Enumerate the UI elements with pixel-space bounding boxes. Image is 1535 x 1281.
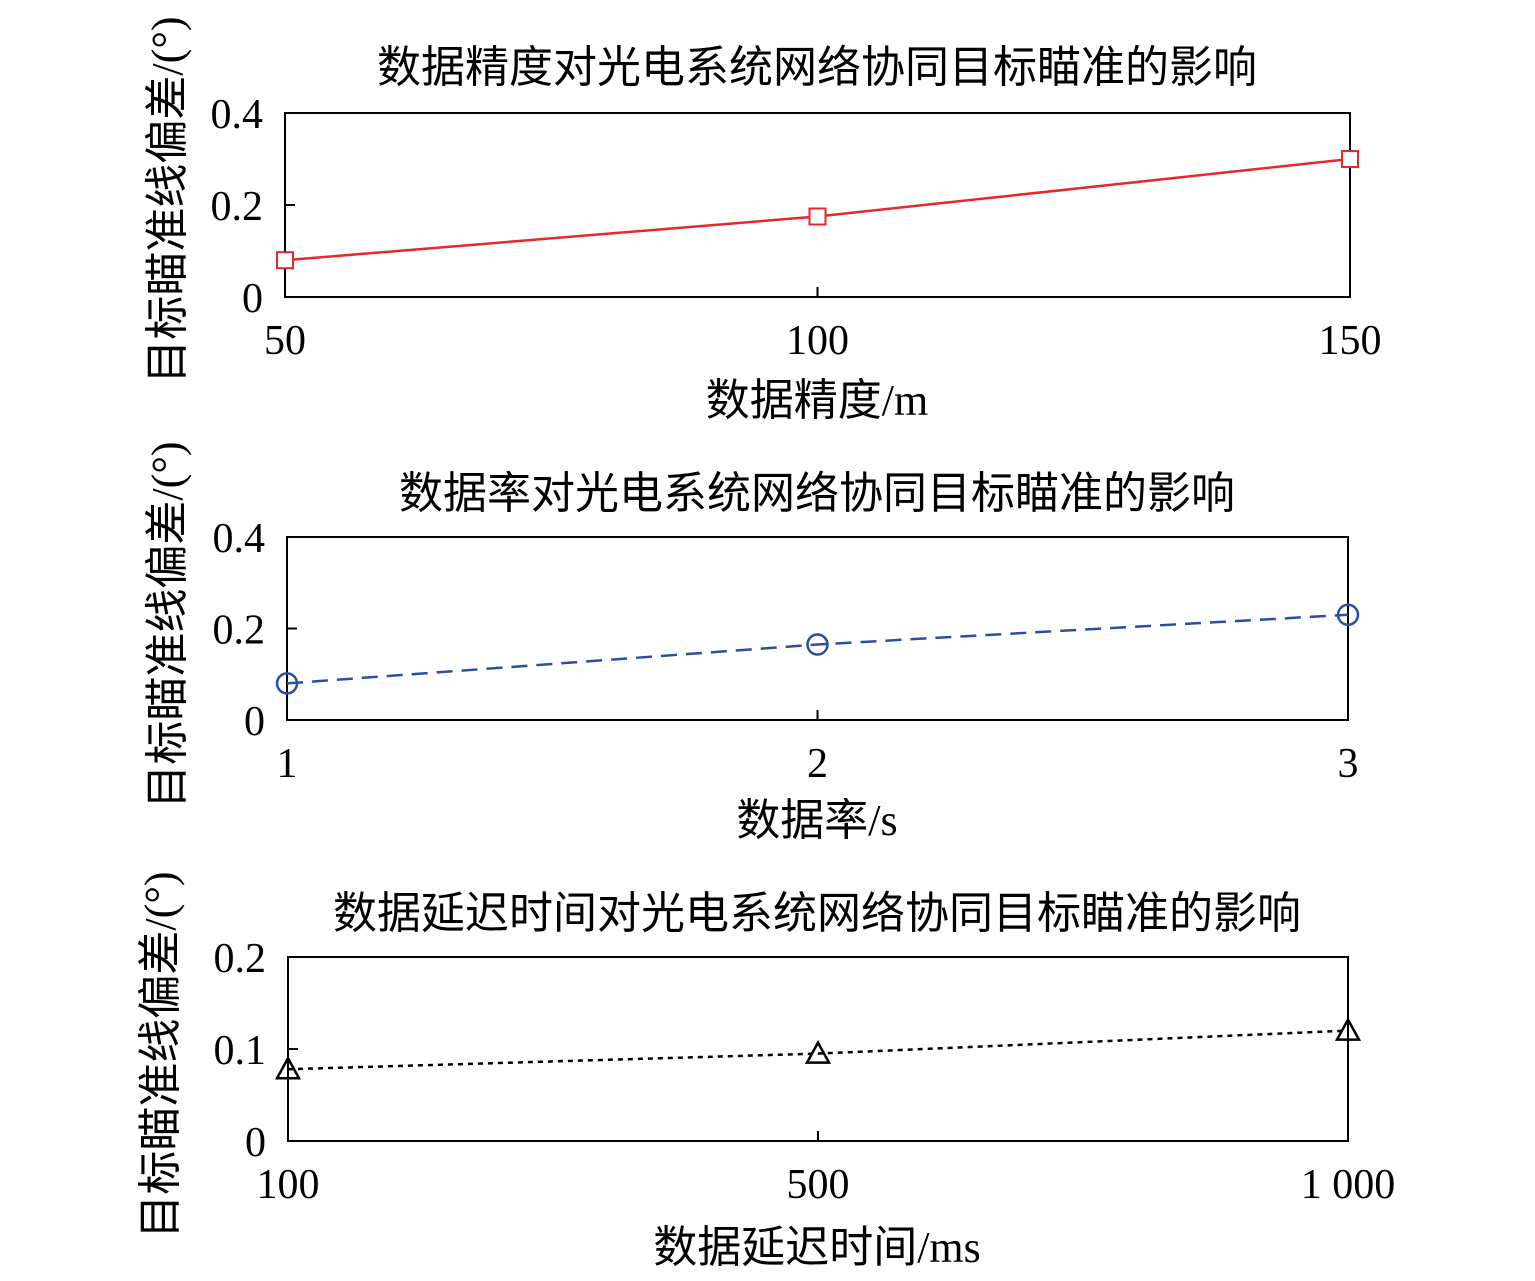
chart-panel-3: 数据延迟时间对光电系统网络协同目标瞄准的影响 目标瞄准线偏差/(°) 数据延迟时…: [136, 871, 1395, 1272]
chart-title: 数据精度对光电系统网络协同目标瞄准的影响: [377, 43, 1257, 92]
x-tick-label: 1: [277, 741, 298, 787]
chart-title: 数据延迟时间对光电系统网络协同目标瞄准的影响: [333, 889, 1301, 938]
y-tick-label: 0.2: [214, 936, 267, 982]
y-axis-label: 目标瞄准线偏差/(°): [143, 16, 192, 383]
plot-area: 0 0.1 0.2 100 500 1 000: [214, 936, 1396, 1208]
x-tick-label: 50: [264, 318, 306, 364]
data-point-square: [1341, 150, 1359, 168]
data-point-square: [808, 207, 827, 226]
data-point-circle: [1336, 603, 1360, 627]
x-tick-label: 1 000: [1301, 1162, 1396, 1208]
data-point-circle: [275, 672, 299, 695]
chart-title: 数据率对光电系统网络协同目标瞄准的影响: [399, 469, 1235, 518]
x-tick-label: 150: [1319, 318, 1382, 364]
series-line: [287, 1029, 1349, 1071]
y-axis-label: 目标瞄准线偏差/(°): [143, 441, 192, 808]
x-axis-label: 数据率/s: [736, 796, 897, 845]
y-axis-label: 目标瞄准线偏差/(°): [136, 871, 185, 1238]
x-axis-label: 数据精度/m: [706, 376, 928, 425]
plot-area: 0 0.2 0.4 1 2 3: [213, 516, 1360, 787]
y-tick-label: 0.4: [213, 516, 266, 562]
y-tick-label: 0: [244, 699, 265, 745]
data-point-square: [276, 251, 294, 270]
data-point-triangle: [804, 1040, 832, 1064]
x-tick-label: 500: [787, 1162, 850, 1208]
plot-area: 0 0.2 0.4 50 100 150: [211, 92, 1382, 364]
plot-frame: [287, 956, 1349, 1142]
plot-frame: [284, 112, 1351, 298]
data-point-triangle: [1334, 1017, 1362, 1041]
y-tick-label: 0.1: [214, 1028, 267, 1074]
x-tick-label: 100: [786, 318, 849, 364]
chart-panel-2: 数据率对光电系统网络协同目标瞄准的影响 目标瞄准线偏差/(°) 数据率/s 00…: [143, 441, 1360, 845]
chart-panel-1: 数据精度对光电系统网络协同目标瞄准的影响 目标瞄准线偏差/(°) 数据精度/m …: [143, 16, 1382, 425]
y-tick-label: 0: [245, 1120, 266, 1166]
plot-frame: [286, 536, 1349, 721]
y-tick-label: 0: [242, 276, 263, 322]
x-axis-label: 数据延迟时间/ms: [653, 1223, 981, 1272]
data-point-circle: [806, 633, 829, 656]
data-point-triangle: [274, 1055, 302, 1080]
x-tick-label: 3: [1338, 741, 1359, 787]
y-tick-label: 0.4: [211, 92, 264, 138]
x-tick-label: 100: [257, 1162, 320, 1208]
y-tick-label: 0.2: [211, 184, 264, 230]
x-tick-label: 2: [807, 741, 828, 787]
y-tick-label: 0.2: [213, 608, 266, 654]
series-line: [286, 613, 1349, 685]
